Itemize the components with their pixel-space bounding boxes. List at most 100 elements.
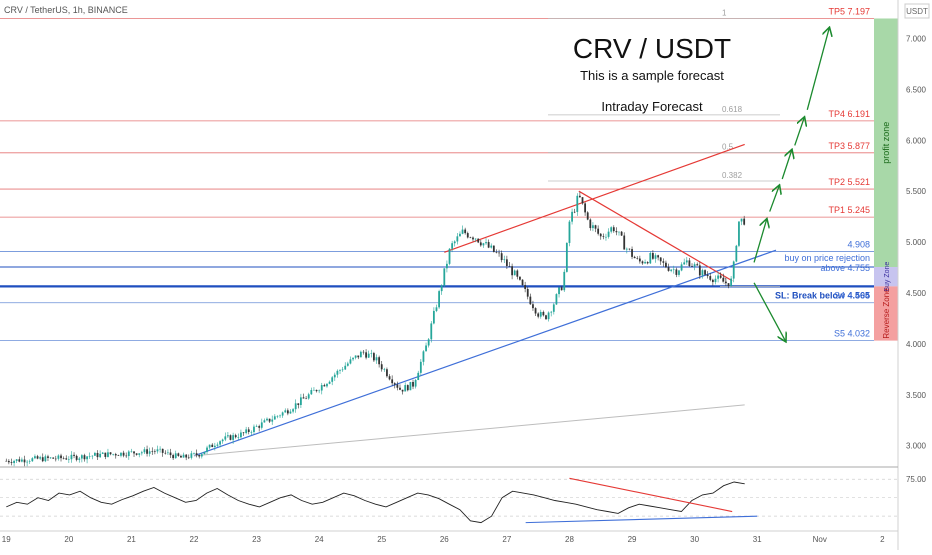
candle-body	[52, 457, 55, 459]
candle-body	[654, 255, 657, 259]
candle-body	[386, 369, 388, 377]
candle-body	[438, 291, 440, 308]
forecast-arrow	[794, 118, 804, 146]
candle-body	[88, 456, 91, 457]
candle-body	[675, 269, 678, 275]
candle-body	[529, 296, 532, 305]
candle-body	[498, 252, 500, 254]
candle-body	[224, 436, 227, 440]
candle-body	[206, 447, 208, 452]
candle-body	[412, 381, 414, 387]
candle-body	[683, 262, 686, 265]
candle-body	[260, 422, 263, 428]
candle-body	[485, 242, 487, 244]
currency-label: USDT	[906, 7, 928, 16]
candle-body	[229, 435, 232, 440]
candle-body	[101, 452, 104, 454]
chart-symbol: CRV / TetherUS, 1h, BINANCE	[4, 5, 128, 15]
trendline-rsi-resistance	[569, 477, 733, 513]
candle-body	[294, 403, 297, 410]
candle-body	[279, 415, 281, 417]
candle-body	[26, 461, 29, 463]
candle-body	[722, 277, 725, 282]
candle-body	[310, 390, 313, 395]
candle-body	[534, 308, 537, 314]
candle-body	[678, 270, 680, 275]
candle-body	[120, 452, 122, 456]
candle-body	[65, 458, 68, 460]
candle-body	[594, 225, 597, 229]
candle-body	[86, 456, 88, 460]
candle-body	[5, 460, 8, 462]
candle-body	[427, 339, 430, 346]
y-tick-label: 6.000	[906, 136, 927, 145]
candle-body	[631, 249, 633, 257]
candle-body	[717, 275, 719, 279]
candle-body	[148, 451, 151, 454]
candle-body	[432, 310, 435, 324]
overlay-title: CRV / USDT	[573, 33, 731, 64]
candle-body	[109, 452, 112, 455]
candle-body	[18, 459, 21, 462]
candle-body	[164, 452, 167, 454]
candle-body	[404, 385, 407, 392]
x-tick-label: 26	[440, 535, 449, 544]
candle-body	[331, 377, 334, 382]
candle-body	[519, 276, 521, 280]
price-level-label: S4 4.404	[834, 291, 870, 301]
candle-body	[247, 429, 250, 433]
y-tick-label: 4.500	[906, 289, 927, 298]
candle-body	[208, 444, 211, 448]
candle-body	[315, 389, 318, 392]
candle-body	[391, 379, 394, 384]
candle-body	[612, 227, 615, 232]
candle-body	[430, 323, 433, 340]
candle-body	[409, 381, 412, 391]
candle-body	[511, 266, 513, 276]
candle-body	[99, 453, 102, 458]
candle-body	[177, 453, 180, 456]
candle-body	[94, 452, 96, 456]
candle-body	[503, 259, 506, 261]
candle-body	[547, 312, 550, 320]
candle-body	[39, 457, 42, 459]
candle-body	[735, 245, 738, 262]
candle-body	[464, 229, 467, 234]
candle-body	[667, 267, 670, 271]
candle-body	[696, 264, 699, 266]
candle-body	[190, 453, 193, 458]
candle-body	[451, 243, 454, 249]
candle-body	[328, 381, 331, 384]
candle-body	[182, 454, 185, 458]
candle-body	[490, 245, 493, 248]
trendline-resistance	[444, 143, 745, 253]
candle-body	[135, 453, 138, 455]
x-tick-label: 2	[880, 535, 885, 544]
candle-body	[545, 315, 547, 320]
y-tick-label: 5.000	[906, 238, 927, 247]
candle-body	[670, 269, 673, 271]
candle-body	[341, 369, 344, 371]
candle-body	[271, 419, 274, 422]
profit-zone-box	[874, 18, 898, 268]
candle-body	[589, 219, 592, 229]
candle-body	[193, 453, 195, 454]
candle-body	[688, 260, 691, 267]
candle-body	[649, 253, 652, 264]
candle-body	[466, 233, 469, 238]
candle-body	[539, 311, 542, 317]
x-tick-label: 25	[377, 535, 386, 544]
price-level-label: TP5 7.197	[828, 6, 870, 16]
trendline-support	[193, 249, 777, 457]
candle-body	[167, 452, 169, 454]
candle-body	[107, 452, 109, 457]
candle-body	[339, 370, 341, 371]
candle-body	[195, 453, 198, 456]
candle-body	[685, 260, 688, 263]
candle-body	[532, 304, 534, 309]
candle-body	[323, 385, 326, 387]
currency-box[interactable]	[904, 3, 930, 19]
candle-body	[140, 452, 143, 454]
forecast-arrow	[781, 150, 791, 180]
candle-body	[448, 248, 451, 264]
